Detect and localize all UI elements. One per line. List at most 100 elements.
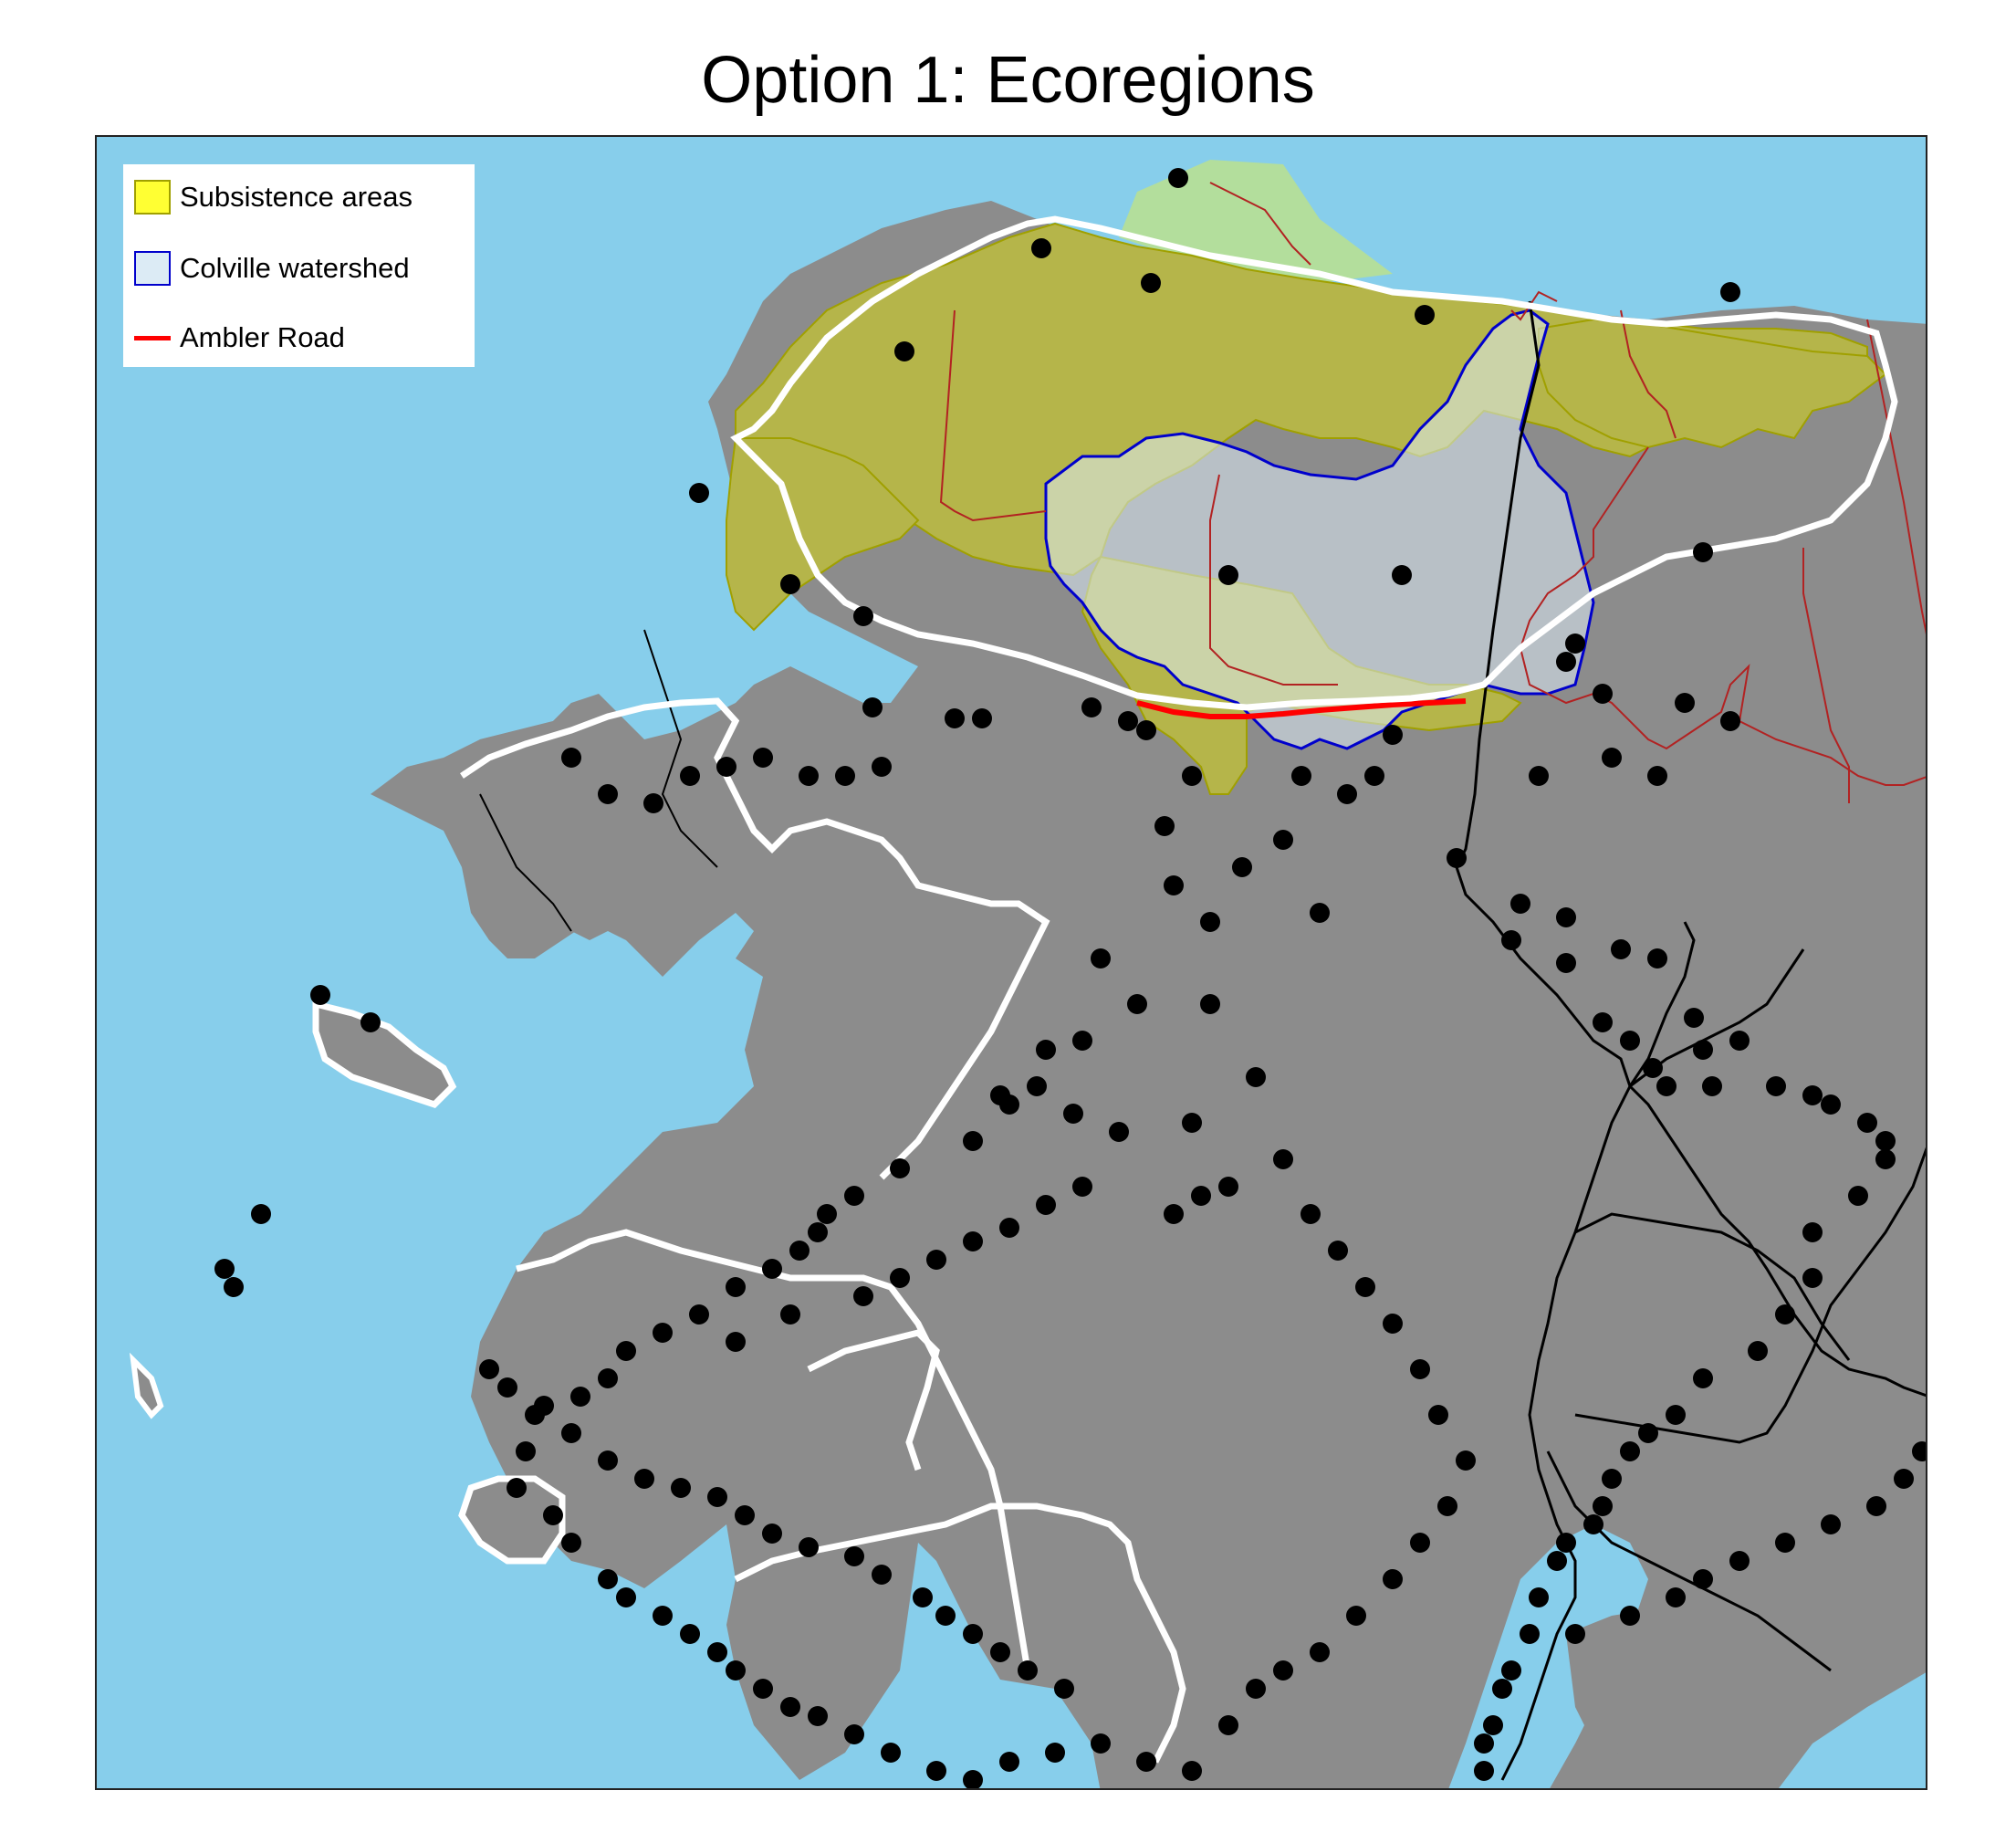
community-point [808,1706,828,1726]
community-point [1684,1008,1704,1028]
dalton-highway [1455,300,1632,1087]
community-point [1027,1076,1047,1096]
road-9 [479,793,572,932]
community-point [598,1569,618,1589]
road-5 [1574,1147,1926,1444]
community-point [1328,1241,1348,1261]
community-point [780,1304,800,1325]
community-point [1383,1314,1403,1334]
community-point [963,1131,983,1151]
community-point [844,1186,864,1206]
community-point [689,1304,709,1325]
community-point [1109,1122,1129,1142]
community-point [1136,1752,1156,1772]
community-point [1866,1496,1886,1516]
community-point [1666,1587,1686,1607]
admin-boundary-4 [1519,446,1926,786]
community-point [1392,565,1412,585]
community-point [689,483,709,503]
community-point [799,1537,819,1557]
subsistence-area-east [1538,318,1887,449]
community-point [1054,1679,1074,1699]
community-point [716,757,736,777]
community-point [1291,766,1311,786]
community-point [1091,1733,1111,1754]
community-point [1656,1076,1677,1096]
community-point [1018,1660,1038,1681]
community-point [844,1546,864,1566]
community-point [1136,720,1156,740]
legend-label-subsistence: Subsistence areas [180,181,413,213]
community-point [1474,1761,1494,1781]
community-point [872,757,892,777]
community-point [1091,948,1111,969]
community-point [1510,894,1530,914]
community-point [1456,1450,1476,1471]
community-point [1127,994,1147,1014]
road-1 [1628,1084,1926,1398]
map-canvas[interactable] [95,135,1927,1790]
community-point [214,1259,235,1279]
community-point [1643,1058,1663,1078]
community-point [789,1241,810,1261]
community-point [1410,1359,1430,1379]
community-point [1182,1761,1202,1781]
community-point [1118,711,1138,731]
gulf-water [1779,1672,1926,1788]
community-point [999,1218,1019,1238]
community-point [534,1396,554,1416]
community-point [1081,697,1102,717]
admin-boundary-5 [1866,319,1926,635]
community-point [762,1524,782,1544]
community-point [616,1341,636,1361]
admin-boundary-1 [939,309,1047,522]
community-points [214,168,1926,1788]
community-point [963,1231,983,1251]
ecoregion-boundary-seward [460,697,1050,1180]
community-point [1602,1469,1622,1489]
ecoregion-boundary-west [516,1229,1031,1671]
community-point [1218,565,1238,585]
community-point [1802,1222,1823,1242]
community-point [890,1268,910,1288]
nunivak-island [462,1479,562,1561]
community-point [1565,634,1585,654]
community-point [1693,1040,1713,1060]
community-point [1063,1104,1083,1124]
community-point [598,1368,618,1388]
community-point [1620,1606,1640,1626]
community-point [1273,1660,1293,1681]
community-point [1218,1177,1238,1197]
community-point [707,1642,727,1662]
legend-swatch-ambler [134,335,171,340]
community-point [707,1487,727,1507]
community-point [1273,1149,1293,1169]
community-point [890,1158,910,1178]
community-point [926,1250,946,1270]
colville-watershed [1044,309,1595,750]
community-point [1802,1085,1823,1105]
community-point [1164,875,1184,895]
community-point [561,1423,581,1443]
map-svg [97,137,1926,1788]
community-point [999,1752,1019,1772]
island-outline-small [129,1352,164,1419]
community-point [1748,1341,1768,1361]
community-point [1729,1551,1750,1571]
community-point [1200,912,1220,932]
community-point [963,1624,983,1644]
legend-item-ambler: Ambler Road [134,318,345,358]
community-point [1821,1094,1841,1115]
community-point [1501,930,1521,950]
community-point [1141,273,1161,293]
community-point [1355,1277,1375,1297]
community-point [598,784,618,804]
community-point [1474,1733,1494,1754]
community-point [753,748,773,768]
map-title: Option 1: Ecoregions [701,44,1315,117]
community-point [1857,1113,1877,1133]
community-point [1556,907,1576,927]
community-point [762,1259,782,1279]
community-point [817,1204,837,1224]
community-point [1072,1177,1092,1197]
